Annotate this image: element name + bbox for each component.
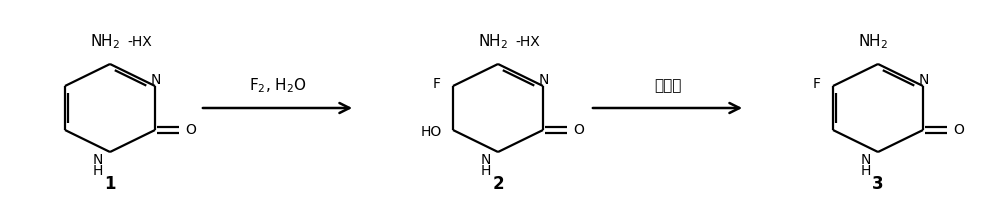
Text: 3: 3: [872, 175, 884, 193]
Text: O: O: [574, 123, 584, 137]
Text: N: N: [93, 153, 103, 167]
Text: N: N: [861, 153, 871, 167]
Text: -HX: -HX: [128, 35, 152, 49]
Text: H: H: [93, 164, 103, 178]
Text: N: N: [919, 73, 929, 87]
Text: H: H: [481, 164, 491, 178]
Text: 有机碱: 有机碱: [654, 79, 681, 94]
Text: -HX: -HX: [516, 35, 540, 49]
Text: F: F: [433, 77, 441, 91]
Text: N: N: [481, 153, 491, 167]
Text: 1: 1: [104, 175, 116, 193]
Text: NH$_2$: NH$_2$: [478, 33, 508, 51]
Text: 2: 2: [492, 175, 504, 193]
Text: O: O: [186, 123, 196, 137]
Text: N: N: [539, 73, 549, 87]
Text: NH$_2$: NH$_2$: [858, 33, 888, 51]
Text: NH$_2$: NH$_2$: [90, 33, 120, 51]
Text: F$_2$, H$_2$O: F$_2$, H$_2$O: [249, 77, 306, 95]
Text: HO: HO: [420, 125, 442, 139]
Text: O: O: [954, 123, 964, 137]
Text: F: F: [813, 77, 821, 91]
Text: H: H: [861, 164, 871, 178]
Text: N: N: [151, 73, 161, 87]
